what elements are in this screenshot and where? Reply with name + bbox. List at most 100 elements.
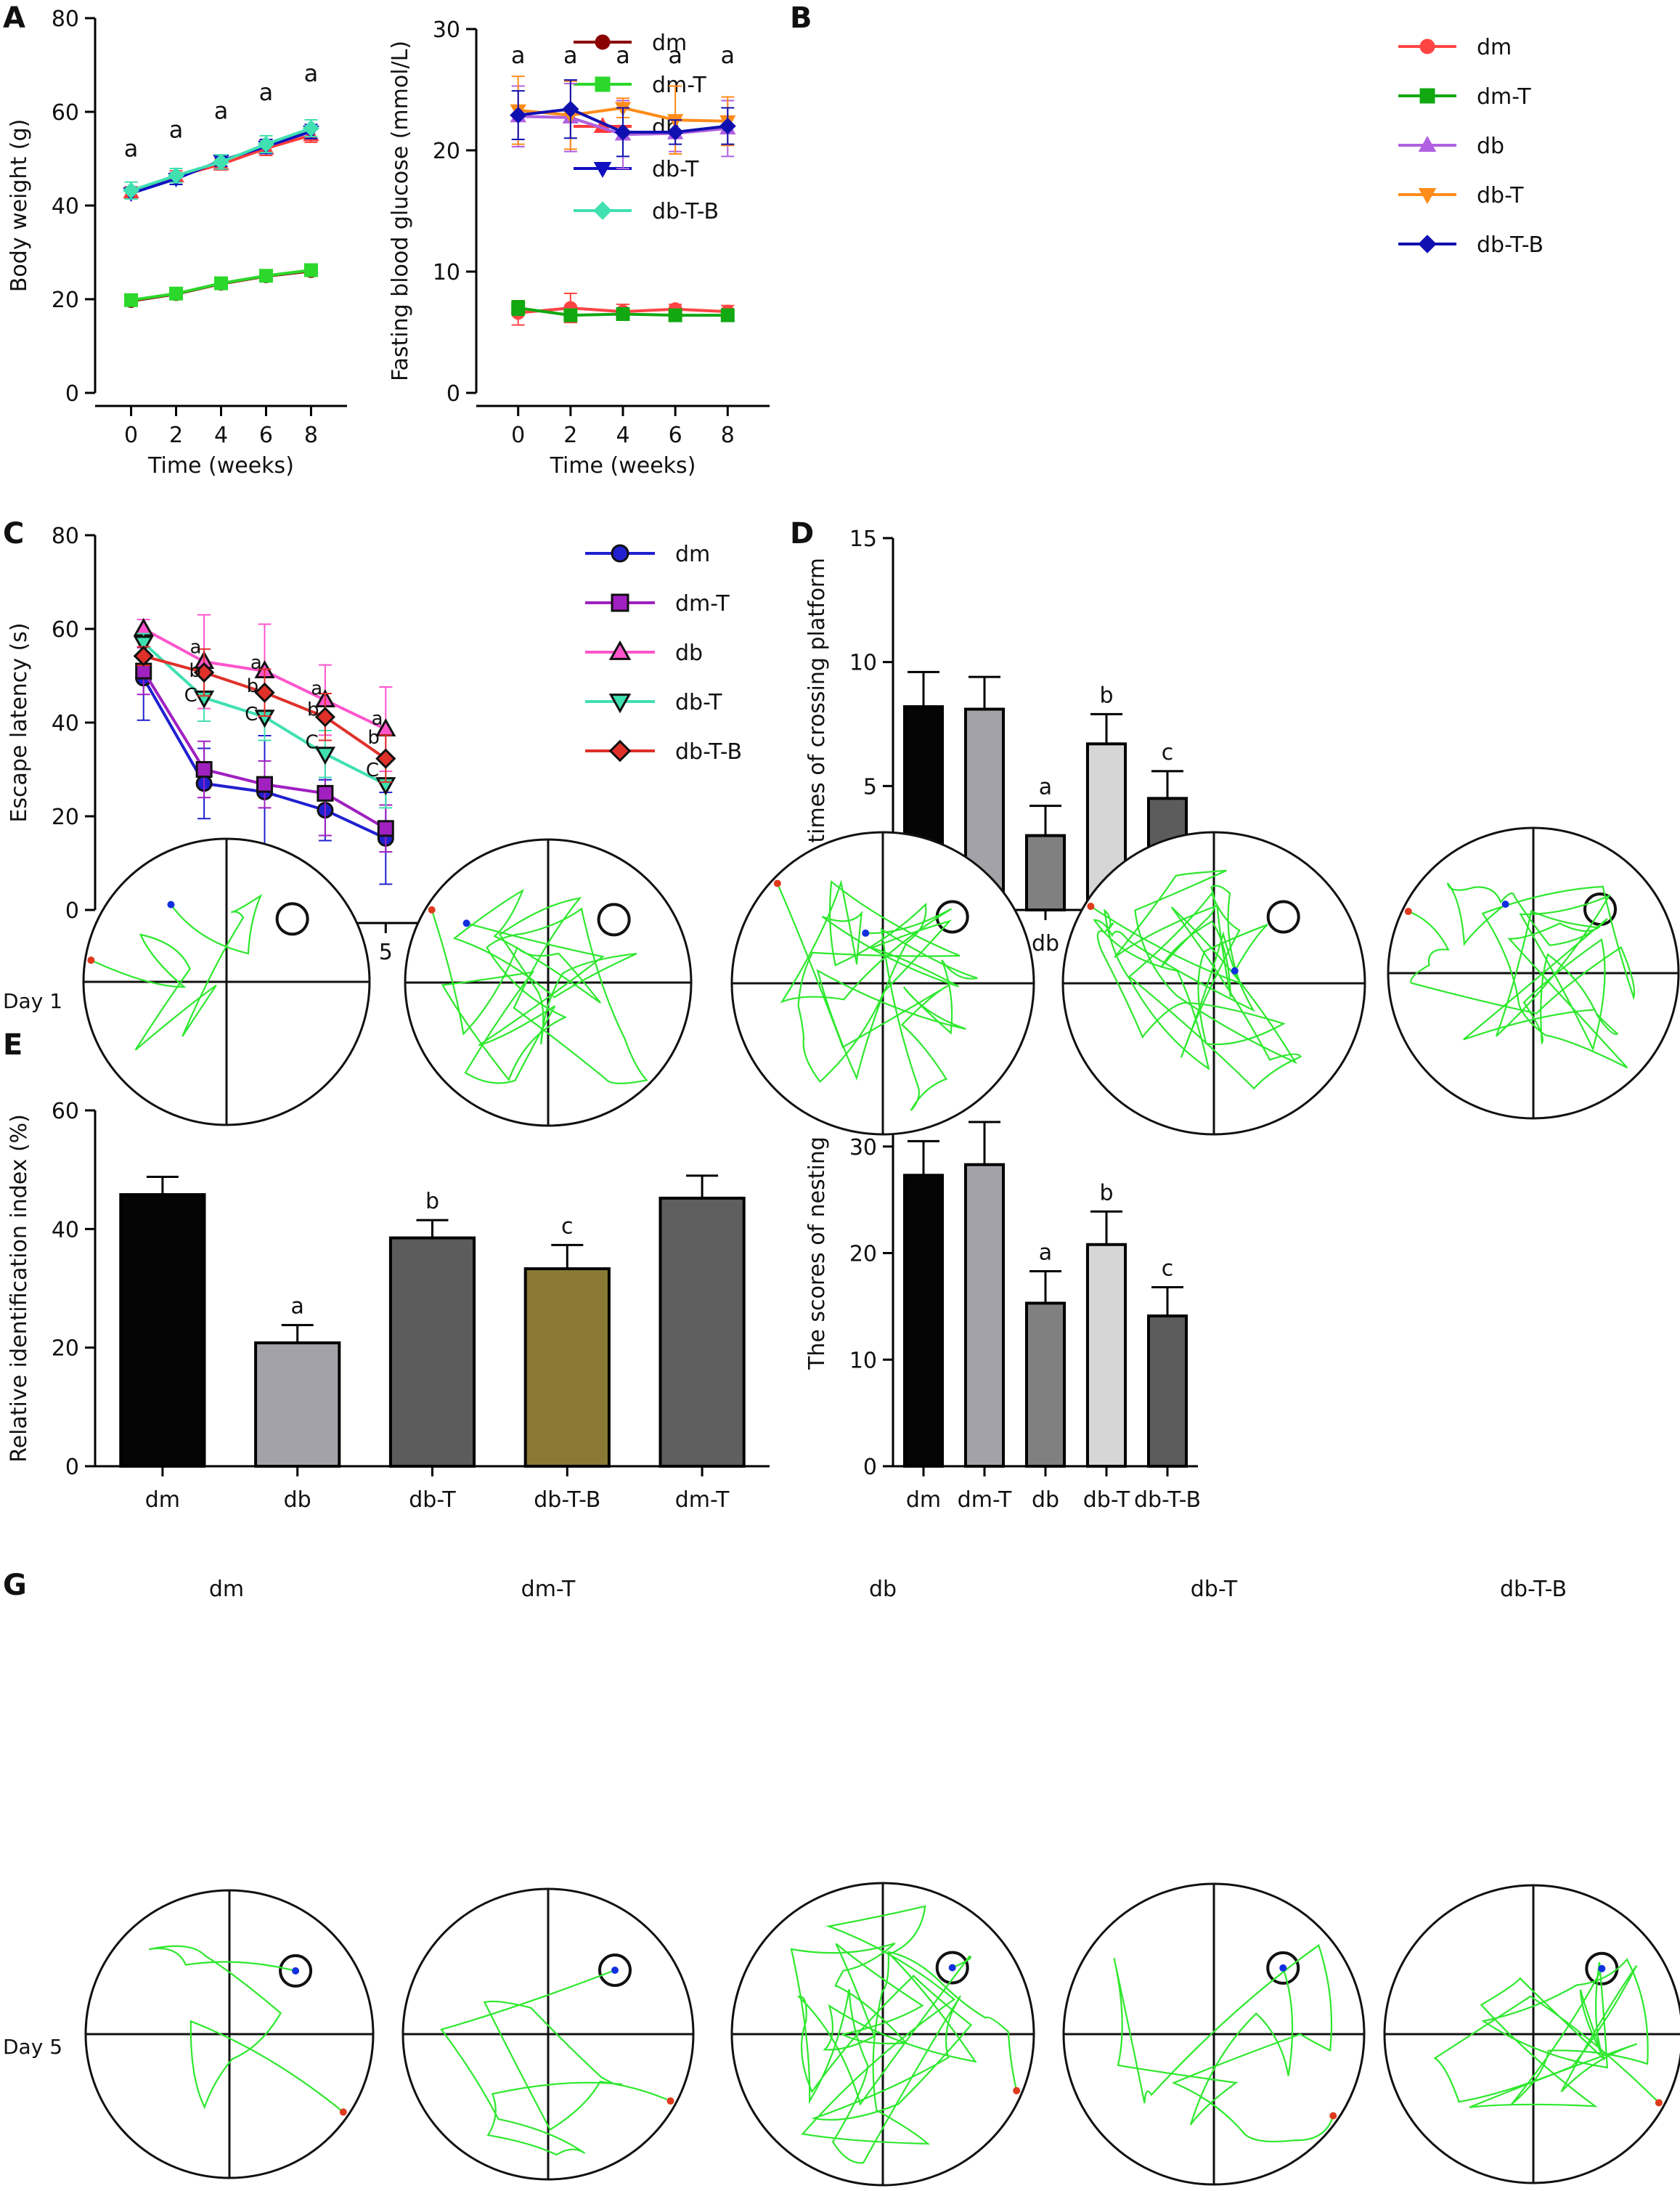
maze-day-1-db-T: [1061, 831, 1366, 1136]
significance-label: c: [1162, 1256, 1174, 1281]
column-label: db-T: [1191, 1577, 1238, 1602]
start-marker: [1013, 2086, 1021, 2094]
significance-label: b: [189, 660, 201, 682]
y-tick-label: 60: [52, 617, 79, 643]
significance-label: a: [668, 41, 682, 69]
legend-label: dm: [652, 31, 687, 56]
maze-day-5-db: [730, 1882, 1035, 2187]
bar-dm: [119, 1192, 206, 1468]
y-tick-label: 30: [433, 17, 460, 43]
y-tick-label: 10: [849, 651, 877, 676]
x-tick-label: 4: [214, 423, 228, 448]
legend-marker: [611, 593, 629, 612]
end-marker: [862, 929, 870, 937]
y-tick-label: 5: [863, 774, 877, 800]
legend-label: dm: [675, 542, 710, 567]
x-tick-label: db-T-B: [534, 1487, 600, 1513]
significance-label: a: [372, 708, 383, 730]
start-marker: [1404, 908, 1412, 916]
data-point: [511, 301, 526, 315]
x-tick-label: 6: [259, 423, 273, 448]
y-tick-label: 0: [446, 381, 460, 407]
legend-label: db-T: [1477, 183, 1524, 208]
x-tick-label: db: [1032, 931, 1059, 956]
data-point: [317, 784, 334, 802]
swim-path: [1113, 1943, 1334, 2143]
y-tick-label: 80: [52, 524, 79, 549]
legend-marker: [608, 694, 632, 714]
significance-label: a: [124, 134, 139, 162]
bar-dm-T: [963, 1163, 1006, 1468]
significance-label: C: [305, 731, 318, 753]
significance-label: a: [189, 637, 201, 659]
x-tick-label: db: [284, 1487, 311, 1513]
significance-label: a: [1039, 1240, 1052, 1265]
panel-f: F 010203040The scores of nestingdmdm-Tdb…: [790, 1028, 1201, 1513]
y-tick-label: 0: [65, 381, 79, 407]
maze-day-1-db: [730, 831, 1035, 1136]
data-point: [668, 308, 682, 322]
legend-marker: [608, 739, 632, 763]
y-tick-label: 40: [52, 1217, 79, 1243]
significance-label: a: [259, 78, 274, 106]
data-point: [254, 682, 275, 703]
legend-marker: [608, 640, 632, 660]
bar-dm-T: [658, 1196, 746, 1468]
end-marker: [1279, 1964, 1287, 1972]
significance-label: C: [245, 704, 258, 725]
data-point: [193, 662, 215, 683]
y-tick-label: 10: [849, 1348, 877, 1373]
y-axis-label: The times of crossing platform: [804, 558, 830, 891]
y-tick-label: 20: [52, 805, 79, 830]
end-marker: [1231, 967, 1239, 975]
maze-day-5-dm: [84, 1889, 375, 2179]
platform-circle: [275, 902, 309, 936]
legend-marker: [593, 201, 612, 220]
significance-label: c: [1162, 740, 1174, 765]
bar-db-T: [388, 1236, 476, 1468]
x-tick-label: dm-T: [958, 1487, 1012, 1513]
panel-letter-g: G: [3, 1569, 27, 1602]
data-point: [256, 776, 273, 793]
swim-path: [776, 879, 978, 1111]
x-tick-label: dm-T: [675, 1487, 730, 1513]
platform-circle: [1266, 900, 1300, 934]
significance-label: a: [511, 41, 526, 69]
x-tick-label: 4: [616, 423, 629, 448]
data-point: [133, 617, 154, 636]
significance-label: a: [291, 1294, 304, 1320]
y-tick-label: 0: [65, 898, 79, 924]
swim-path: [440, 1969, 671, 2156]
series-db-T-B: db-T-B: [123, 118, 719, 224]
start-marker: [428, 906, 436, 914]
data-point: [719, 118, 736, 135]
end-marker: [462, 919, 470, 927]
panel-e: E 0 20 40 60 Relative identification index (…: [3, 1028, 770, 1513]
platform-circle: [279, 1954, 313, 1988]
platform-circle: [935, 1951, 969, 1985]
x-tick-label: 2: [563, 423, 577, 448]
series-dm-T: dm-T: [135, 591, 730, 853]
series-db-T: db-T: [133, 633, 722, 809]
y-axis-label: Fasting blood glucose (mmol/L): [388, 41, 413, 381]
panel-letter-c: C: [3, 517, 24, 550]
platform-circle: [1266, 1951, 1300, 1985]
end-marker: [611, 1967, 619, 1974]
legend-label: db: [1477, 134, 1504, 159]
y-tick-label: 20: [433, 139, 460, 164]
swim-path: [431, 888, 648, 1084]
start-marker: [773, 879, 781, 887]
panel-letter-b: B: [790, 1, 812, 35]
x-tick-label: 0: [124, 423, 138, 448]
y-tick-label: 20: [52, 1336, 79, 1362]
series-dm: dm: [135, 542, 710, 885]
x-tick-label: dm: [906, 1487, 941, 1513]
column-label: db: [869, 1577, 897, 1602]
significance-label: a: [214, 97, 229, 125]
x-tick-label: db-T-B: [1134, 1487, 1201, 1513]
legend-marker: [595, 34, 611, 50]
legend-marker: [1418, 135, 1437, 152]
significance-label: C: [366, 760, 379, 781]
data-point: [314, 707, 336, 728]
data-point: [124, 293, 139, 307]
